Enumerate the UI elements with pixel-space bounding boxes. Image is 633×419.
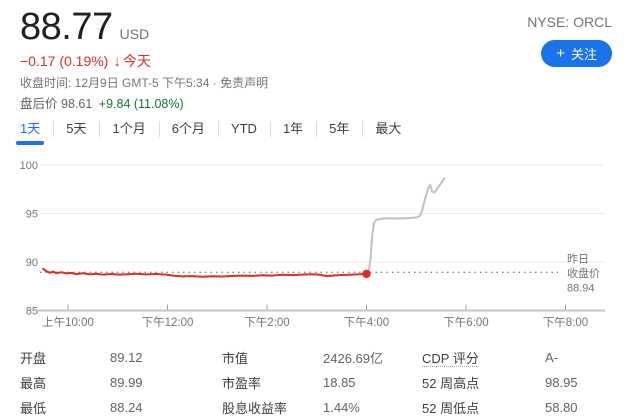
tab-1m[interactable]: 1个月 — [99, 113, 158, 145]
follow-button[interactable]: + 关注 — [541, 40, 612, 67]
price-chart[interactable]: 100 95 90 85 上午10:00 下午12:00 下午2:00 下午4:00 下午6:0… — [0, 150, 633, 335]
stat-value-market-cap: 2426.69亿 — [323, 351, 383, 366]
last-price-dot — [362, 269, 371, 279]
after-hours-row: 盘后价 98.61 +9.84 (11.08%) — [20, 93, 184, 112]
y-tick-label: 90 — [26, 257, 38, 269]
arrow-down-icon: ↓ — [113, 52, 121, 70]
stat-label-52wk-low: 52 周低点 — [422, 401, 480, 416]
price-line-盘中 — [42, 267, 368, 278]
disclaimer-link[interactable]: 免责声明 — [220, 76, 269, 90]
tab-6m[interactable]: 6个月 — [158, 113, 218, 145]
x-tick-label: 下午6:00 — [443, 316, 488, 329]
stat-value-52wk-low: 58.80 — [545, 400, 578, 415]
stat-label-cdp-score[interactable]: CDP 评分 — [422, 351, 479, 367]
stat-value-open: 89.12 — [110, 350, 143, 365]
y-tick-label: 85 — [26, 306, 38, 318]
exchange-ticker: NYSE: ORCL — [527, 14, 612, 30]
tab-1d[interactable]: 1天 — [7, 113, 53, 145]
stat-label-high: 最高 — [20, 376, 47, 391]
stat-label-market-cap: 市值 — [222, 351, 249, 366]
after-hours-label: 盘后价 — [20, 97, 58, 111]
period-tabs: 1天 5天 1个月 6个月 YTD 1年 5年 最大 — [7, 113, 414, 145]
stat-value-52wk-high: 98.95 — [545, 375, 578, 390]
stat-label-pe: 市盈率 — [222, 376, 262, 391]
stat-label-52wk-high: 52 周高点 — [422, 376, 480, 391]
x-tick-label: 下午4:00 — [344, 316, 389, 329]
plus-icon: + — [556, 45, 565, 62]
stat-value-high: 89.99 — [110, 375, 143, 390]
x-tick-label: 上午10:00 — [42, 316, 94, 329]
stat-value-pe: 18.85 — [323, 375, 356, 390]
stat-label-open: 开盘 — [20, 351, 47, 366]
price-row: 88.77 USD — [20, 6, 149, 49]
currency-label: USD — [119, 26, 150, 42]
after-hours-price: 98.61 — [61, 97, 93, 111]
price-line-盘后 — [365, 177, 446, 275]
x-tick-label: 下午12:00 — [142, 316, 194, 329]
x-tick-label: 下午8:00 — [543, 316, 588, 329]
price-change-row: −0.17 (0.19%) ↓ 今天 — [20, 51, 151, 71]
change-period: 今天 — [122, 53, 151, 69]
stat-label-div-yield: 股息收益率 — [222, 401, 288, 416]
stats-table: 开盘 89.12 市值 2426.69亿 CDP 评分 A- 最高 89.99 … — [20, 345, 615, 419]
stat-value-div-yield: 1.44% — [323, 400, 360, 415]
tab-ytd[interactable]: YTD — [217, 113, 270, 145]
tab-5y[interactable]: 5年 — [316, 113, 362, 145]
current-price: 88.77 — [20, 6, 113, 48]
stat-label-low: 最低 — [20, 401, 47, 416]
follow-button-label: 关注 — [570, 47, 597, 62]
stat-value-cdp-score: A- — [545, 350, 558, 365]
prev-close-label: 收盘价 — [567, 266, 600, 280]
y-tick-label: 95 — [26, 209, 38, 221]
close-time-row: 收盘时间: 12月9日 GMT-5 下午5:34 · 免责声明 — [20, 74, 268, 91]
tab-max[interactable]: 最大 — [362, 113, 414, 145]
prev-close-label: 88.94 — [567, 282, 595, 294]
prev-close-label: 昨日 — [567, 252, 589, 265]
close-time-text: 收盘时间: 12月9日 GMT-5 下午5:34 · — [20, 76, 217, 90]
tab-5d[interactable]: 5天 — [53, 113, 99, 145]
y-tick-label: 100 — [20, 160, 38, 172]
price-change: −0.17 (0.19%) — [20, 53, 109, 69]
tab-1y[interactable]: 1年 — [269, 113, 316, 145]
after-hours-change: +9.84 (11.08%) — [98, 97, 184, 111]
stat-value-low: 88.24 — [110, 400, 143, 415]
x-tick-label: 下午2:00 — [244, 316, 289, 329]
